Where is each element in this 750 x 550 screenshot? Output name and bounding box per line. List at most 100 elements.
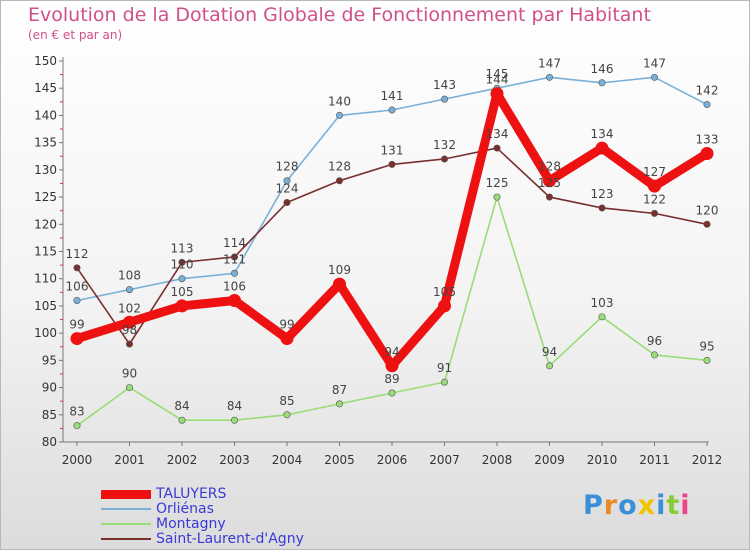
data-label: 134: [591, 127, 614, 141]
y-tick-label: 105: [34, 299, 57, 313]
data-label: 131: [381, 143, 404, 157]
data-label: 84: [174, 399, 189, 413]
data-point: [493, 144, 501, 152]
data-point: [335, 177, 343, 185]
data-point: [703, 356, 711, 364]
data-point: [175, 299, 189, 313]
data-point: [178, 416, 186, 424]
legend-swatch: [101, 538, 151, 540]
data-point: [280, 332, 294, 346]
data-point: [231, 416, 239, 424]
logo-letter: i: [680, 490, 691, 521]
data-point: [283, 177, 291, 185]
data-label: 89: [384, 372, 399, 386]
data-label: 95: [699, 339, 714, 353]
data-point: [335, 111, 343, 119]
data-label: 145: [486, 67, 509, 81]
y-tick-label: 120: [34, 217, 57, 231]
data-point: [333, 277, 346, 291]
y-tick-label: 115: [34, 245, 57, 259]
data-point: [388, 106, 396, 114]
data-point: [543, 174, 556, 188]
data-label: 147: [643, 56, 666, 70]
y-tick-label: 100: [34, 326, 57, 340]
data-point: [700, 147, 714, 161]
data-point: [545, 362, 553, 370]
data-label: 110: [171, 258, 194, 272]
data-label: 141: [381, 89, 404, 103]
data-point: [231, 269, 239, 277]
y-tick-label: 90: [42, 381, 57, 395]
y-tick-label: 95: [42, 353, 57, 367]
data-label: 105: [433, 285, 456, 299]
x-tick-label: 2006: [377, 453, 408, 467]
data-label: 112: [66, 247, 89, 261]
data-point: [126, 384, 134, 392]
data-label: 109: [328, 263, 351, 277]
data-label: 114: [223, 236, 246, 250]
data-label: 140: [328, 94, 351, 108]
y-tick-label: 85: [42, 408, 57, 422]
data-label: 99: [279, 318, 294, 332]
data-point: [545, 193, 553, 201]
data-point: [703, 101, 711, 109]
data-point: [73, 422, 81, 430]
data-label: 132: [433, 138, 456, 152]
data-point: [438, 299, 451, 313]
data-point: [648, 179, 661, 193]
data-point: [490, 87, 504, 101]
data-label: 133: [696, 133, 719, 147]
y-tick-label: 110: [34, 272, 57, 286]
chart-title: Evolution de la Dotation Globale de Fonc…: [28, 4, 651, 26]
data-point: [73, 264, 81, 272]
data-label: 105: [171, 285, 194, 299]
data-label: 143: [433, 78, 456, 92]
y-tick-label: 135: [34, 136, 57, 150]
data-label: 147: [538, 56, 561, 70]
data-point: [388, 160, 396, 168]
x-tick-label: 2003: [219, 453, 250, 467]
x-tick-label: 2007: [429, 453, 460, 467]
data-point: [440, 155, 448, 163]
x-tick-label: 2004: [272, 453, 303, 467]
data-point: [178, 275, 186, 283]
data-label: 106: [223, 279, 246, 293]
x-tick-label: 2012: [692, 453, 723, 467]
legend-swatch: [101, 523, 151, 525]
x-tick-label: 2001: [114, 453, 145, 467]
data-point: [595, 141, 609, 155]
data-label: 123: [591, 187, 614, 201]
data-label: 128: [276, 160, 299, 174]
data-label: 128: [538, 160, 561, 174]
y-tick-label: 125: [34, 190, 57, 204]
data-point: [545, 73, 553, 81]
data-point: [440, 95, 448, 103]
y-tick-label: 130: [34, 163, 57, 177]
x-tick-label: 2000: [62, 453, 93, 467]
data-label: 87: [332, 383, 347, 397]
data-point: [178, 258, 186, 266]
data-label: 125: [486, 176, 509, 190]
data-point: [228, 293, 241, 307]
data-label: 91: [437, 361, 452, 375]
data-point: [335, 400, 343, 408]
data-label: 84: [227, 399, 242, 413]
data-label: 83: [69, 405, 84, 419]
data-label: 124: [276, 182, 299, 196]
data-point: [493, 193, 501, 201]
data-label: 85: [279, 394, 294, 408]
data-label: 142: [696, 84, 719, 98]
logo-letter: o: [618, 490, 638, 521]
data-label: 90: [122, 367, 137, 381]
data-label: 99: [69, 318, 84, 332]
y-tick-label: 150: [34, 54, 57, 68]
logo-letter: r: [603, 490, 619, 521]
data-point: [385, 359, 399, 373]
data-point: [126, 340, 134, 348]
data-label: 111: [223, 252, 246, 266]
data-point: [440, 378, 448, 386]
data-label: 134: [486, 127, 509, 141]
data-label: 94: [542, 345, 557, 359]
data-point: [650, 73, 658, 81]
